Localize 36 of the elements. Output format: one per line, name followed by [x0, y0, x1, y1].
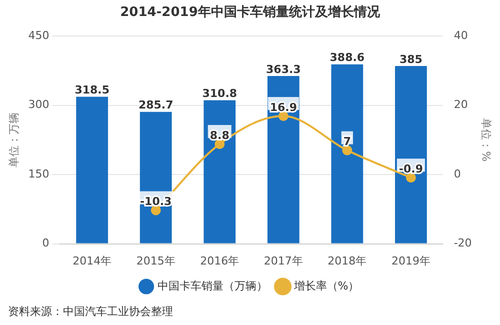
data-label: 385: [399, 52, 422, 66]
y-tick-label: 150: [28, 167, 50, 180]
x-tick-label: 2015年: [136, 254, 176, 268]
data-label: 388.6: [330, 51, 365, 64]
legend-label: 增长率（%）: [292, 279, 360, 292]
y-tick-label: 0: [42, 236, 50, 250]
data-label: 363.3: [266, 62, 301, 76]
y2-tick-label: -20: [454, 236, 472, 250]
x-tick-label: 2014年: [72, 254, 112, 268]
y-axis-title: 单位：万辆: [7, 112, 20, 168]
bar: [395, 66, 427, 244]
bar: [267, 76, 300, 244]
y2-tick-label: 40: [454, 28, 468, 42]
point: [214, 139, 225, 150]
legend-label: 中国卡车销量（万辆）: [157, 279, 268, 292]
data-label: 318.5: [74, 84, 110, 97]
bar: [76, 96, 108, 244]
data-label: 310.8: [202, 87, 238, 100]
y2-tick-label: 0: [454, 167, 461, 180]
y2-tick-label: 20: [454, 98, 468, 112]
x-tick-label: 2018年: [328, 254, 367, 268]
bar: [331, 64, 364, 244]
x-tick-label: 2017年: [264, 254, 303, 268]
point: [406, 172, 416, 183]
point: [342, 145, 352, 156]
point: [278, 111, 288, 122]
x-tick-label: 2016年: [200, 254, 240, 268]
bar: [204, 100, 236, 244]
data-label: 285.7: [138, 98, 174, 112]
y-tick-label: 300: [28, 98, 50, 112]
chart-title: 2014-2019年中国卡车销量统计及增长情况: [119, 4, 381, 22]
y2-axis-title: 单位：%: [480, 118, 493, 162]
y-tick-label: 450: [28, 28, 50, 42]
x-tick-label: 2019年: [391, 254, 430, 268]
text: 资料来源：中国汽车工业协会整理: [7, 304, 174, 319]
point: [150, 205, 161, 216]
